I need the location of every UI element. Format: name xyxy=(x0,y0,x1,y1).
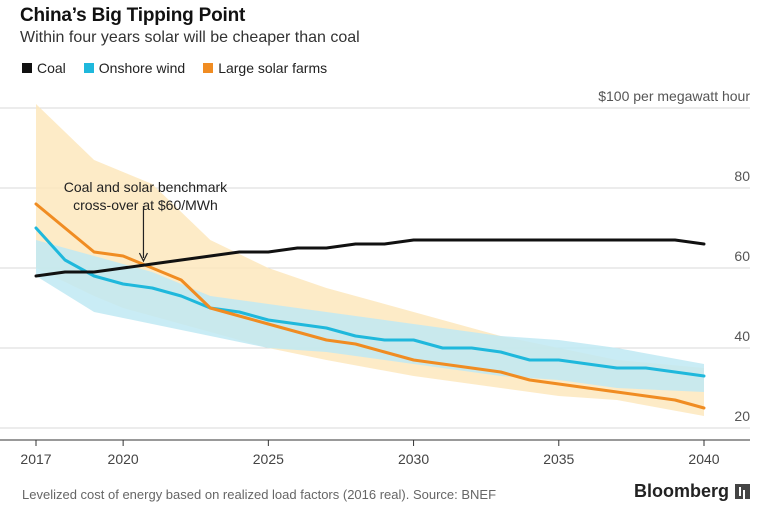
brand-name: Bloomberg xyxy=(634,481,730,501)
legend-label-large-solar-farms: Large solar farms xyxy=(218,60,328,76)
annotation-text-line-1: Coal and solar benchmark xyxy=(64,179,228,195)
x-tick-label-2025: 2025 xyxy=(253,451,284,467)
annotation-text-line-2: cross-over at $60/MWh xyxy=(73,197,218,213)
y-tick-label-60: 60 xyxy=(734,248,750,264)
y-tick-label-80: 80 xyxy=(734,168,750,184)
brand-logo: Bloomberg xyxy=(634,481,751,502)
source-note: Levelized cost of energy based on realiz… xyxy=(22,487,497,502)
legend-item-coal: Coal xyxy=(22,60,66,76)
chart-title: China’s Big Tipping Point xyxy=(20,5,246,26)
y-axis-unit-label: $100 per megawatt hour xyxy=(598,88,750,104)
series-line-coal xyxy=(34,238,706,278)
legend-item-large-solar-farms: Large solar farms xyxy=(203,60,327,76)
series-line-onshore-wind xyxy=(34,226,706,378)
annotation-arrow-head xyxy=(138,252,148,263)
x-tick-label-2030: 2030 xyxy=(398,451,429,467)
y-tick-label-20: 20 xyxy=(734,408,750,424)
uncertainty-bands xyxy=(36,104,704,416)
legend-swatch-coal xyxy=(22,63,32,73)
band-onshore-wind xyxy=(36,240,704,392)
chart-subtitle: Within four years solar will be cheaper … xyxy=(20,29,360,46)
legend-item-onshore-wind: Onshore wind xyxy=(83,60,186,76)
legend-label-onshore-wind: Onshore wind xyxy=(98,60,186,76)
legend-swatch-large-solar-farms xyxy=(203,63,214,73)
x-tick-label-2020: 2020 xyxy=(108,451,139,467)
legend-swatch-onshore-wind xyxy=(83,63,94,73)
x-tick-label-2040: 2040 xyxy=(688,451,719,467)
bloomberg-terminal-icon xyxy=(735,484,751,499)
annotation: Coal and solar benchmark cross-over at $6… xyxy=(64,179,228,263)
legend: Coal Onshore wind Large solar farms xyxy=(22,60,327,76)
x-tick-label-2017: 2017 xyxy=(20,451,51,467)
axes: 2017 2020 2025 2030 2035 2040 xyxy=(0,439,750,467)
series-lines xyxy=(34,202,706,410)
x-tick-label-2035: 2035 xyxy=(543,451,574,467)
y-tick-label-40: 40 xyxy=(734,328,750,344)
legend-label-coal: Coal xyxy=(37,60,66,76)
